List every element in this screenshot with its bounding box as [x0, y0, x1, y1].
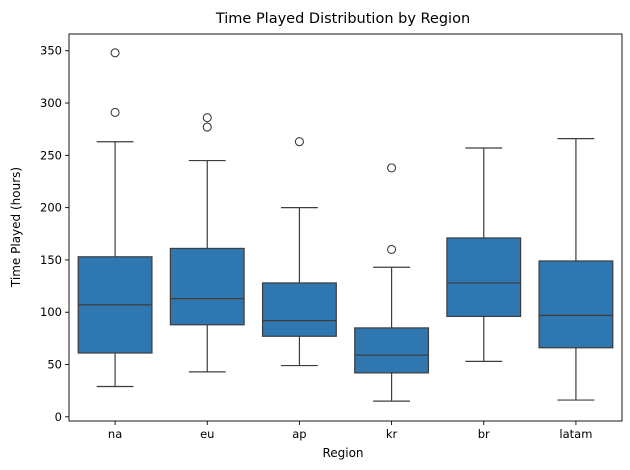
outlier-kr-1 [387, 163, 397, 173]
iqr-box-kr [354, 327, 430, 374]
y-tick-label: 300 [40, 96, 62, 110]
box-kr [354, 163, 430, 402]
y-tick-label: 250 [40, 148, 62, 162]
outlier-kr-0 [387, 244, 397, 255]
x-tick-label: eu [200, 427, 214, 441]
iqr-box-br [446, 237, 522, 318]
plot-frame [68, 33, 623, 422]
plot-area [68, 33, 623, 422]
x-tick-label: br [478, 427, 490, 441]
box-latam [538, 137, 614, 401]
outlier-eu-0 [202, 122, 212, 132]
chart-title: Time Played Distribution by Region [215, 11, 470, 27]
y-tick-label: 200 [40, 201, 62, 215]
box-ap [261, 137, 337, 367]
box-na [77, 48, 153, 388]
x-tick-label: kr [386, 427, 398, 441]
y-tick-label: 150 [40, 253, 62, 267]
iqr-box-eu [169, 247, 245, 326]
box-eu [169, 113, 245, 373]
y-tick-label: 0 [55, 410, 62, 424]
y-tick-label: 50 [47, 358, 62, 372]
x-tick-label: ap [292, 427, 306, 441]
x-tick-label: latam [559, 427, 592, 441]
outlier-ap-0 [294, 137, 304, 147]
y-axis-label: Time Played (hours) [9, 167, 23, 288]
x-tick-label: na [108, 427, 122, 441]
iqr-box-ap [261, 282, 337, 337]
outlier-na-0 [110, 107, 120, 117]
outlier-eu-1 [202, 113, 212, 123]
y-tick-label: 350 [40, 44, 62, 58]
iqr-box-latam [538, 260, 614, 349]
y-axis: 0 50 100 150 200 250 300 350 [40, 44, 69, 424]
x-axis-label: Region [322, 446, 363, 460]
box-br [446, 147, 522, 362]
outlier-na-1 [110, 48, 120, 58]
y-tick-label: 100 [40, 305, 62, 319]
x-axis: na eu ap kr br latam [108, 421, 592, 441]
